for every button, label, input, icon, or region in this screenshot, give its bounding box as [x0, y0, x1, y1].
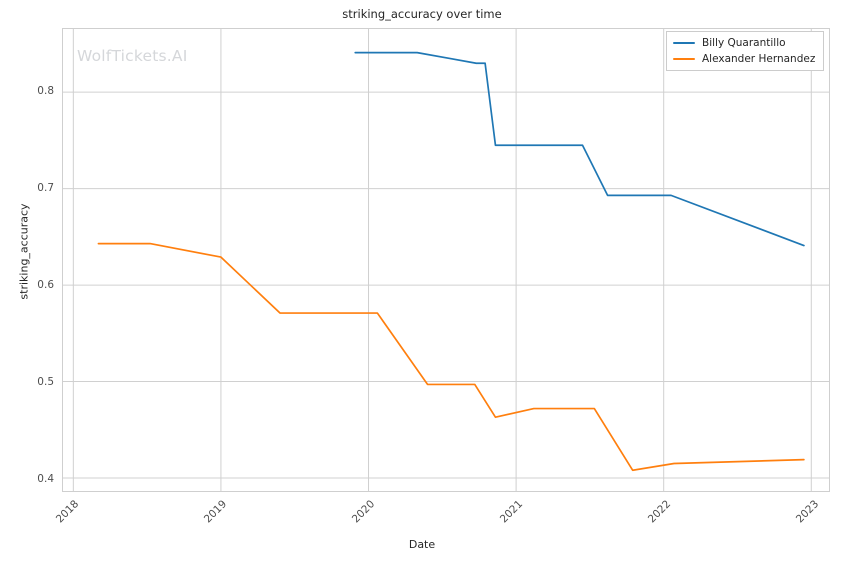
- y-tick-label: 0.6: [37, 279, 54, 292]
- legend-label: Alexander Hernandez: [702, 53, 816, 65]
- legend-color-swatch: [673, 58, 695, 60]
- plot-area: WolfTickets.AI: [62, 28, 830, 492]
- watermark: WolfTickets.AI: [77, 47, 188, 65]
- y-axis-tick-labels: 0.4 0.5 0.6 0.7 0.8: [0, 0, 54, 561]
- series-lines: [97, 51, 805, 472]
- y-axis-label: striking_accuracy: [17, 203, 31, 300]
- gridlines: [63, 29, 829, 491]
- legend-color-swatch: [673, 42, 695, 44]
- x-tick-label: 2020: [350, 498, 378, 526]
- x-axis-label: Date: [408, 538, 436, 551]
- x-tick-label: 2023: [794, 498, 822, 526]
- chart-title: striking_accuracy over time: [342, 7, 502, 21]
- series-line-1: [97, 242, 805, 472]
- x-tick-label: 2022: [646, 498, 674, 526]
- x-tick-label: 2018: [54, 498, 82, 526]
- legend-item[interactable]: Billy Quarantillo: [673, 37, 815, 49]
- legend-label: Billy Quarantillo: [702, 37, 786, 49]
- x-tick-label: 2019: [202, 498, 230, 526]
- y-tick-label: 0.5: [37, 376, 54, 389]
- y-tick-label: 0.4: [37, 472, 54, 485]
- legend-item[interactable]: Alexander Hernandez: [673, 53, 815, 65]
- series-line-0: [354, 51, 805, 247]
- legend: Billy Quarantillo Alexander Hernandez: [666, 31, 825, 71]
- x-tick-label: 2021: [498, 498, 526, 526]
- y-tick-label: 0.8: [37, 85, 54, 98]
- y-tick-label: 0.7: [37, 182, 54, 195]
